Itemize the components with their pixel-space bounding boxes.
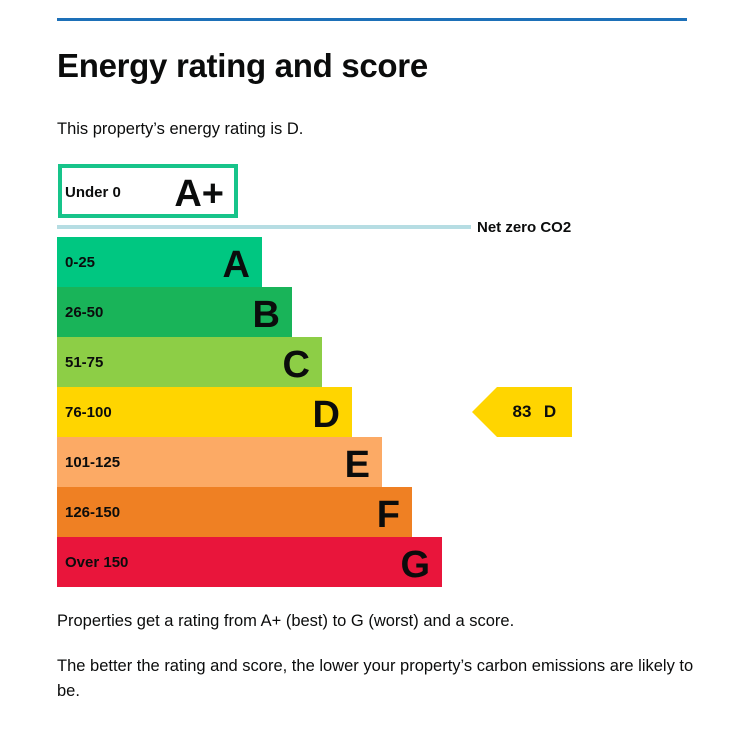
rating-bar-e	[57, 437, 382, 487]
rating-range-e: 101-125	[65, 454, 120, 471]
rating-letter-d: D	[313, 394, 340, 436]
rating-bar-a	[57, 237, 262, 287]
current-rating-letter: D	[544, 402, 556, 421]
rating-letter-a: A	[223, 244, 250, 286]
top-band-box	[58, 164, 238, 218]
current-score: 83	[513, 402, 532, 421]
top-band-letter: A+	[174, 173, 224, 215]
rating-bar-d	[57, 387, 352, 437]
rating-bar-f	[57, 487, 412, 537]
intro-text: This property’s energy rating is D.	[57, 120, 304, 138]
page-title: Energy rating and score	[57, 47, 428, 84]
rating-letter-b: B	[253, 294, 280, 336]
rating-range-a: 0-25	[65, 254, 95, 271]
current-rating-arrow	[472, 387, 572, 437]
rating-range-f: 126-150	[65, 504, 120, 521]
rating-range-b: 26-50	[65, 304, 103, 321]
net-zero-label: Net zero CO2	[477, 219, 571, 236]
carbon-explanation-text: The better the rating and score, the low…	[57, 657, 694, 700]
rating-letter-g: G	[400, 544, 430, 586]
top-band-range: Under 0	[65, 184, 121, 201]
rating-bar-b	[57, 287, 292, 337]
rating-range-g: Over 150	[65, 554, 128, 571]
rating-bar-c	[57, 337, 322, 387]
rating-explanation-text: Properties get a rating from A+ (best) t…	[57, 612, 515, 630]
rating-letter-e: E	[345, 444, 370, 486]
rating-letter-f: F	[377, 494, 400, 536]
rating-letter-c: C	[283, 344, 310, 386]
rating-range-d: 76-100	[65, 404, 112, 421]
rating-bar-g	[57, 537, 442, 587]
top-rule	[57, 18, 687, 21]
rating-range-c: 51-75	[65, 354, 103, 371]
net-zero-line	[57, 225, 471, 229]
